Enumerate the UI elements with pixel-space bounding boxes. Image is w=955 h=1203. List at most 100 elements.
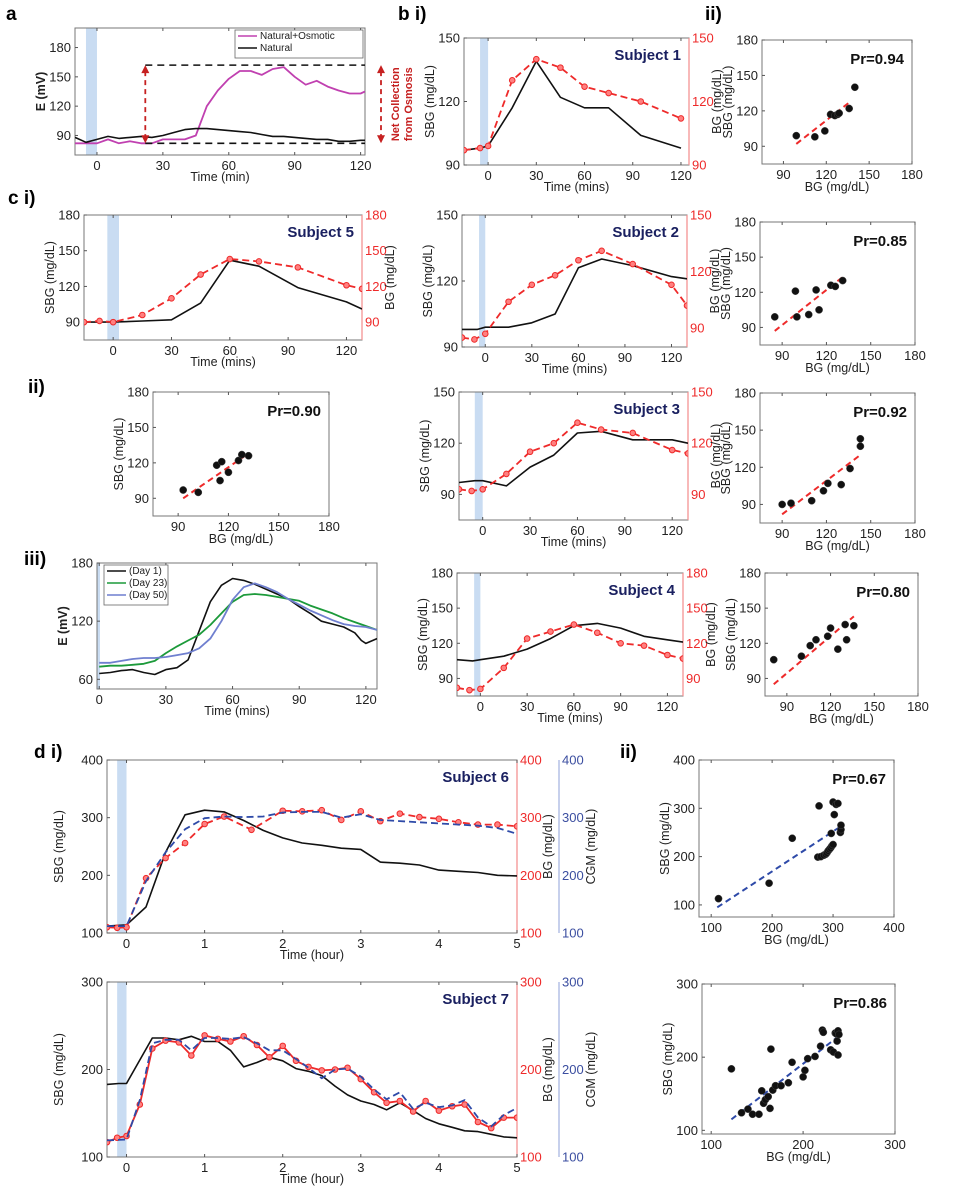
y-axis-label: SBG (mg/dL) [43, 241, 57, 314]
data-point-bg [84, 318, 88, 326]
y-right-tick-label: 120 [686, 636, 708, 651]
panel-label-a: a [6, 4, 17, 25]
y-tick-label: 100 [81, 926, 103, 941]
x-tick-label: 0 [484, 168, 491, 183]
scatter-point [834, 799, 842, 808]
shaded-window [480, 38, 489, 165]
y-tick-label: 120 [739, 636, 761, 651]
data-point-bg [494, 821, 501, 828]
plot-area [75, 66, 365, 145]
x-axis-label: BG (mg/dL) [805, 180, 870, 194]
data-point-bg [459, 485, 463, 493]
series-line-bg [107, 809, 517, 929]
y-right-tick-label: 150 [686, 601, 708, 616]
data-point-bg [197, 271, 204, 278]
y-tick-label: 180 [736, 33, 758, 48]
scatter-point [845, 104, 853, 113]
series-line-bg [457, 623, 683, 691]
plot-area [769, 615, 858, 686]
data-point-bg [664, 651, 671, 659]
data-point-bg [466, 686, 473, 694]
y-right-tick-label: 200 [520, 1062, 542, 1077]
x-tick-label: 30 [525, 350, 539, 365]
series-line-cgm [107, 811, 517, 927]
x-tick-label: 100 [700, 1137, 722, 1152]
y-axis-label: E (mV) [34, 72, 48, 112]
y-right-tick-label: 180 [686, 566, 708, 581]
chart-c-i-s3: 0 30 60 90 120 90 120 150 90 120 150 Time (mins) SBG… [418, 385, 723, 550]
data-point-bg [574, 419, 581, 427]
legend: (Day 1)(Day 23)(Day 50) [103, 564, 169, 606]
plot-frame [152, 391, 330, 517]
series-line-bg [462, 249, 687, 341]
y-axis-label: SBG (mg/dL) [416, 598, 430, 671]
scatter-point [833, 1037, 841, 1045]
x-tick-label: 0 [479, 523, 486, 538]
y-tick-label: 180 [734, 386, 756, 401]
y-right-tick-label: 150 [692, 31, 714, 46]
x-tick-label: 0 [110, 343, 117, 358]
x-tick-label: 120 [670, 168, 692, 183]
data-point-bg [188, 1052, 195, 1059]
plot-area [99, 577, 377, 676]
y-right-axis-label: BG (mg/dL) [704, 602, 718, 667]
data-point-bg [513, 1114, 517, 1121]
x-axis-label: Time (hour) [280, 1172, 344, 1186]
x-tick-label: 120 [350, 158, 372, 173]
y-right-tick-label: 90 [365, 315, 379, 330]
x-tick-label: 3 [357, 936, 364, 951]
pearson-r-label: Pr=0.94 [850, 51, 904, 68]
x-tick-label: 150 [268, 519, 290, 534]
y-axis-label: SBG (mg/dL) [423, 65, 437, 138]
subject-label: Subject 1 [614, 47, 681, 64]
x-axis-label: Time (mins) [190, 355, 256, 369]
scatter-point [778, 500, 786, 509]
x-tick-label: 30 [523, 523, 537, 538]
annotation-line-1: Net Collection [390, 67, 402, 141]
panel-label-c-iii: iii) [24, 549, 46, 570]
scatter-point [765, 879, 773, 888]
y-tick-label: 300 [81, 975, 103, 990]
x-tick-label: 4 [435, 936, 442, 951]
data-point-bg [266, 1053, 273, 1061]
y-tick-label: 120 [127, 455, 149, 470]
x-tick-label: 4 [435, 1160, 442, 1175]
y-tick-label: 120 [71, 614, 93, 629]
legend-entry: Natural+Osmotic [260, 31, 335, 42]
data-point-bg [477, 685, 484, 693]
y-right-tick-label: 300 [520, 810, 542, 825]
data-point-bg [679, 655, 683, 662]
cgm-axis-label: CGM (mg/dL) [584, 809, 598, 885]
y-axis-label: SBG (mg/dL) [418, 420, 432, 493]
data-point-bg [505, 298, 512, 306]
cgm-tick-label: 300 [562, 975, 584, 990]
x-tick-label: 90 [780, 699, 794, 714]
plot-area [107, 1032, 517, 1146]
pearson-r-label: Pr=0.92 [853, 404, 907, 421]
y-tick-label: 150 [438, 31, 460, 46]
plot-area [462, 247, 687, 343]
series-line-sbg [464, 60, 682, 151]
data-point-bg [181, 839, 189, 847]
data-point-bg [547, 628, 554, 635]
chart-c-i-s2: 0 30 60 90 120 90 120 150 90 120 150 Time (mins) SBG… [421, 208, 722, 377]
series-line-sbg [107, 809, 517, 927]
x-tick-label: 200 [761, 920, 783, 935]
x-axis-label: Time (mins) [542, 362, 608, 376]
scatter-point [821, 127, 829, 135]
arrow-down-icon [377, 135, 385, 144]
data-point-bg [683, 302, 687, 309]
scatter-point [787, 499, 795, 508]
series-line-sbg [457, 622, 683, 662]
series-line-natural-osmotic [75, 66, 365, 145]
data-point-bg [344, 1064, 351, 1072]
scatter-point [727, 1065, 736, 1073]
y-axis-label: E (mV) [56, 606, 70, 646]
y-tick-label: 60 [79, 672, 93, 687]
cgm-tick-label: 200 [562, 868, 584, 883]
x-tick-label: 180 [907, 699, 929, 714]
y-right-tick-label: 90 [691, 487, 705, 502]
x-tick-label: 0 [477, 699, 484, 714]
data-point-bg [668, 446, 676, 454]
y-right-axis-label: BG (mg/dL) [710, 69, 724, 134]
